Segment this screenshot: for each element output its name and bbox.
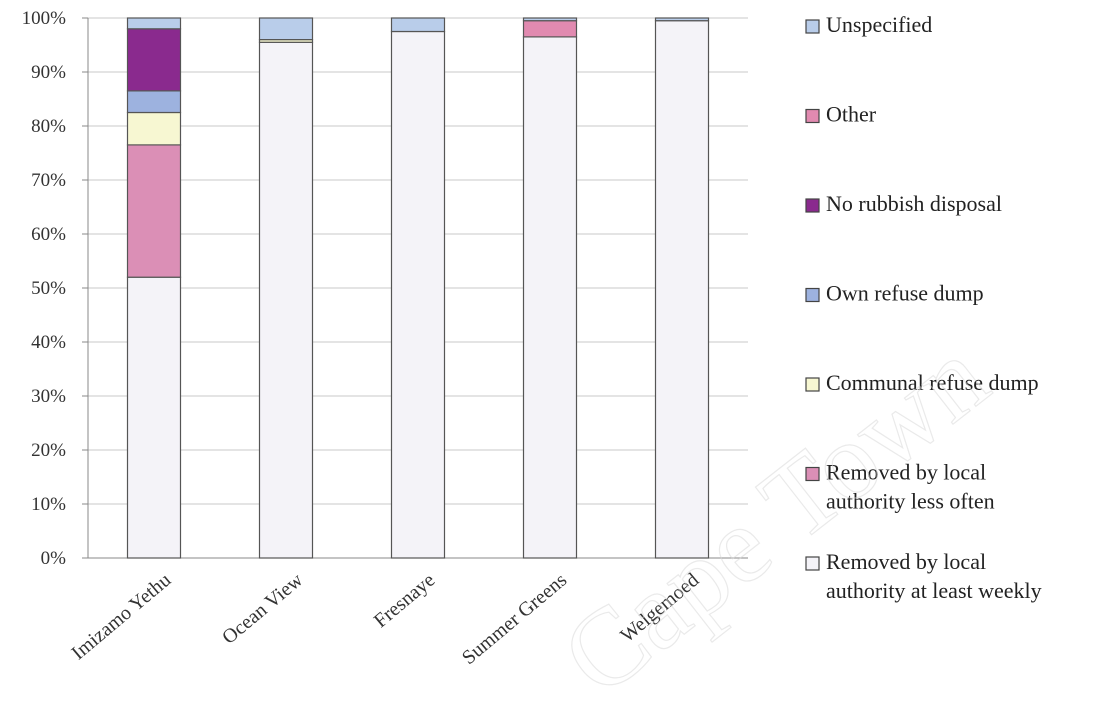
legend-swatch (805, 466, 820, 482)
bar-segment (522, 17, 578, 22)
legend-label: No rubbish disposal (826, 191, 1002, 216)
bars (126, 17, 710, 559)
legend-label: Unspecified (826, 12, 932, 37)
y-tick-label: 80% (31, 116, 66, 137)
legend-swatch (805, 556, 820, 571)
bar-segment (390, 30, 446, 559)
legend-label: Removed by local (826, 549, 986, 574)
bar-segment (126, 17, 182, 30)
legend-swatch (805, 19, 820, 34)
bar-segment (258, 17, 314, 41)
legend-swatch (805, 377, 820, 392)
bar-segment (522, 20, 578, 38)
y-tick-label: 10% (31, 494, 66, 515)
legend-swatch (805, 287, 820, 303)
bar-segment (126, 90, 182, 114)
x-tick-label: Imizamo Yethu (67, 569, 175, 664)
y-tick-label: 20% (31, 440, 66, 461)
bar-segment (390, 17, 446, 33)
legend-swatch (805, 108, 820, 124)
bar-segment (654, 20, 710, 559)
x-tick-label: Fresnaye (370, 569, 440, 632)
legend-label: Removed by local (826, 460, 986, 485)
y-tick-label: 70% (31, 170, 66, 191)
y-tick-label: 100% (22, 8, 67, 29)
y-tick-label: 60% (31, 224, 66, 245)
legend-swatch (805, 198, 820, 213)
x-tick-label: Ocean View (218, 569, 308, 649)
bar-segment (654, 17, 710, 22)
legend-label: authority less often (826, 489, 995, 514)
y-tick-label: 0% (41, 548, 67, 569)
bar-segment (126, 276, 182, 559)
bar-segment (126, 28, 182, 92)
bar-segment (522, 36, 578, 559)
y-tick-label: 90% (31, 62, 66, 83)
bar-segment (126, 144, 182, 278)
watermark-text: Cape Town (540, 315, 1009, 713)
legend-label: Own refuse dump (826, 281, 984, 306)
y-tick-label: 40% (31, 332, 66, 353)
bar-segment (258, 41, 314, 559)
bar-segment (126, 111, 182, 146)
legend: Unspecified Other No rubbish disposal Own r… (805, 12, 1042, 603)
y-tick-label: 30% (31, 386, 66, 407)
legend-label: Communal refuse dump (826, 370, 1039, 395)
y-axis: 0% 10% 20% 30% 40% 50% 60% 70% 80% 90% 100% (22, 8, 748, 569)
legend-label: authority at least weekly (826, 578, 1042, 603)
legend-label: Other (826, 102, 877, 127)
y-tick-label: 50% (31, 278, 66, 299)
